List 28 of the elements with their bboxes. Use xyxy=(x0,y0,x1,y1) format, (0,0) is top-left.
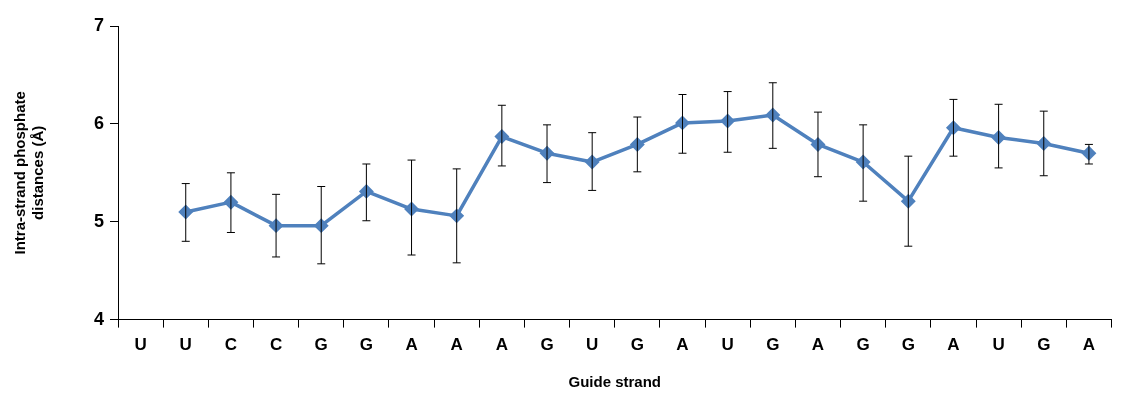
x-tick-label: U xyxy=(721,335,734,355)
x-tick-label: G xyxy=(314,335,328,355)
x-tick-label: A xyxy=(1082,335,1096,355)
x-tick-label: A xyxy=(947,335,960,355)
x-tick-label: G xyxy=(540,335,554,355)
y-tick-label: 4 xyxy=(94,308,105,329)
x-tick-label: C xyxy=(269,335,283,355)
x-tick-label: A xyxy=(811,335,825,355)
x-tick-label: G xyxy=(630,335,644,355)
x-tick-label: C xyxy=(224,335,238,355)
x-tick-label: U xyxy=(992,335,1005,355)
x-tick-label: A xyxy=(450,335,463,355)
y-tick-label: 5 xyxy=(94,210,105,231)
x-tick-label: G xyxy=(856,335,870,355)
x-tick-label: U xyxy=(134,335,147,355)
x-axis-title: Guide strand xyxy=(568,373,662,391)
x-tick-label: U xyxy=(586,335,599,355)
x-tick-label: A xyxy=(495,335,508,355)
x-tick-label: G xyxy=(901,335,915,355)
x-tick-label: G xyxy=(1037,335,1051,355)
x-tick-label: A xyxy=(405,335,418,355)
y-tick-label: 7 xyxy=(94,14,105,35)
x-tick-label: G xyxy=(359,335,373,355)
y-axis-title: Intra-strand phosphate distances (Å) xyxy=(11,91,47,255)
y-tick-label: 6 xyxy=(94,112,105,133)
x-tick-label: U xyxy=(179,335,192,355)
x-tick-label: G xyxy=(766,335,780,355)
x-tick-label: A xyxy=(676,335,689,355)
